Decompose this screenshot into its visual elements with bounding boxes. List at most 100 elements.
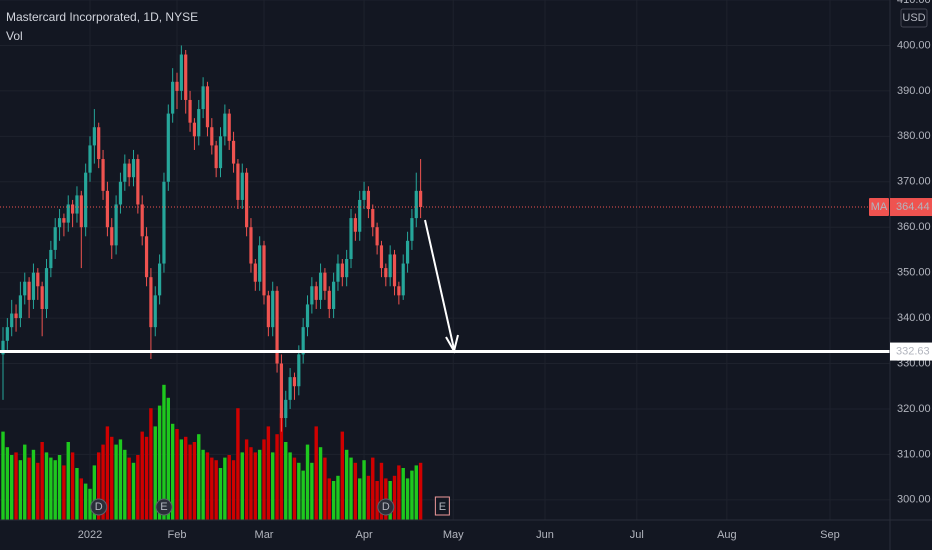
volume-bar: [327, 478, 331, 520]
volume-bar: [257, 449, 262, 520]
candle-body: [123, 163, 127, 182]
volume-bar: [136, 455, 140, 520]
candle-body: [140, 204, 144, 237]
candle-body: [301, 327, 305, 355]
x-tick-label: May: [443, 529, 464, 541]
volume-bar: [118, 439, 123, 520]
volume-bar: [157, 405, 162, 520]
x-tick-label: Jun: [536, 529, 554, 541]
currency[interactable]: USD: [902, 12, 925, 24]
candle-body: [44, 268, 49, 309]
candle-body: [136, 159, 140, 205]
volume-bar: [275, 434, 279, 520]
candle-body: [227, 113, 231, 141]
y-tick-label: 390.00: [897, 85, 931, 97]
candle-body: [205, 86, 210, 128]
candle-body: [14, 313, 18, 319]
volume-bar: [344, 449, 349, 520]
candle-body: [318, 272, 323, 300]
volume-bar: [249, 447, 253, 520]
volume-bar: [401, 468, 405, 520]
y-tick-label: 320.00: [897, 403, 931, 415]
volume-bar: [375, 481, 379, 520]
event-marker[interactable]: [90, 498, 108, 516]
volume-bar: [192, 442, 197, 520]
volume-bar: [49, 457, 53, 520]
level-label: 332.63: [896, 345, 930, 357]
event-label[interactable]: E: [439, 501, 446, 513]
event-marker[interactable]: [377, 498, 395, 516]
x-tick-label: Sep: [820, 529, 840, 541]
candle-body: [23, 281, 27, 296]
candle-body: [101, 159, 105, 191]
event-marker[interactable]: [155, 498, 173, 516]
volume-bar: [31, 449, 36, 520]
volume-bar: [149, 408, 153, 520]
y-tick-label: 300.00: [897, 494, 931, 506]
event-marker[interactable]: [434, 496, 450, 516]
last-price-label: 364.44: [896, 201, 930, 213]
volume-bar: [14, 452, 18, 520]
candle-body: [384, 268, 388, 278]
volume-bar: [240, 452, 244, 520]
candle-body: [88, 145, 92, 173]
volume-bar: [57, 455, 62, 520]
volume-bar: [288, 452, 292, 520]
candle-body: [245, 172, 249, 228]
candle-body: [79, 195, 83, 228]
candle-body: [314, 286, 318, 300]
candle-body: [75, 195, 79, 214]
volume-bar: [410, 470, 414, 520]
candle-body: [353, 218, 357, 232]
volume-bar: [53, 460, 57, 520]
candle-body: [153, 295, 157, 328]
volume-bar: [44, 452, 49, 520]
candle-body: [266, 295, 270, 328]
candle-body: [188, 99, 192, 123]
candle-body: [362, 190, 366, 200]
candle-body: [358, 199, 362, 232]
candle-body: [410, 218, 414, 241]
volume-bar: [144, 436, 149, 520]
currency-box[interactable]: [900, 8, 928, 28]
candle-body: [149, 277, 153, 328]
candle-body: [279, 363, 284, 419]
volume-bar: [218, 468, 223, 520]
event-label[interactable]: E: [160, 501, 167, 513]
y-tick-label: 380.00: [897, 130, 931, 142]
candle-body: [5, 327, 9, 341]
volume-bar: [414, 465, 418, 520]
candle-body: [240, 172, 244, 200]
volume-label: Vol: [6, 29, 23, 43]
volume-bar: [236, 408, 240, 520]
candle-body: [84, 172, 88, 228]
event-label[interactable]: D: [382, 501, 390, 513]
volume-bar: [392, 475, 397, 520]
volume-bar: [36, 462, 40, 520]
candle-body: [162, 181, 166, 264]
volume-bar: [197, 434, 201, 520]
candle-body: [27, 281, 31, 300]
event-label[interactable]: D: [95, 501, 103, 513]
candle-body: [166, 113, 170, 182]
candle-body: [397, 286, 401, 296]
volume-bar: [123, 449, 127, 520]
candle-body: [192, 122, 197, 137]
volume-bar: [318, 447, 323, 520]
volume-bar: [405, 478, 410, 520]
volume-bar: [97, 452, 101, 520]
volume-bar: [358, 478, 362, 520]
volume-bar: [83, 483, 88, 520]
volume-bar: [201, 449, 205, 520]
volume-bar: [262, 439, 266, 520]
candle-body: [253, 263, 257, 282]
candle-body: [49, 249, 53, 269]
candle-body: [371, 209, 375, 228]
candle-body: [131, 159, 136, 178]
volume-bar: [353, 462, 358, 520]
level-label-box: [890, 342, 932, 361]
volume-bar: [214, 460, 218, 520]
volume-bar: [210, 457, 214, 520]
